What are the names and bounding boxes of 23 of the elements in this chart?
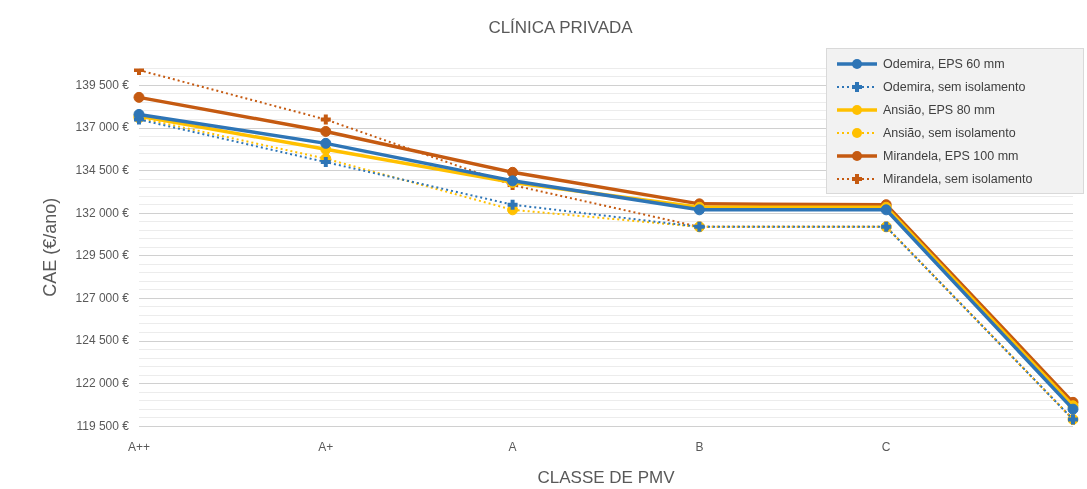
legend-label: Mirandela, EPS 100 mm (883, 148, 1019, 163)
y-tick-label: 137 000 € (75, 120, 130, 135)
x-tick-label: A (508, 439, 517, 454)
y-tick-label: 129 500 € (75, 248, 130, 263)
y-axis-title: CAE (€/ano) (39, 197, 60, 297)
y-tick-label: 124 500 € (75, 333, 130, 348)
x-tick-label: B (695, 439, 704, 454)
x-tick-label: A++ (127, 439, 150, 454)
x-axis-title: CLASSE DE PMV (537, 468, 676, 488)
legend-label: Ansião, sem isolamento (883, 125, 1016, 140)
legend-label: Mirandela, sem isolamento (883, 171, 1033, 186)
chart-title: CLÍNICA PRIVADA (488, 17, 634, 37)
y-tick-label: 132 000 € (75, 205, 130, 220)
y-tick-label: 122 000 € (75, 375, 130, 390)
x-tick-label: C (881, 439, 891, 454)
y-tick-label: 134 500 € (75, 162, 130, 177)
y-tick-label: 127 000 € (75, 290, 130, 305)
y-tick-label: 119 500 € (76, 418, 130, 433)
y-tick-label: 139 500 € (75, 77, 130, 92)
legend-label: Odemira, EPS 60 mm (883, 56, 1005, 71)
legend-label: Odemira, sem isolamento (883, 79, 1026, 94)
x-tick-label: A+ (318, 439, 334, 454)
legend-label: Ansião, EPS 80 mm (883, 102, 995, 117)
